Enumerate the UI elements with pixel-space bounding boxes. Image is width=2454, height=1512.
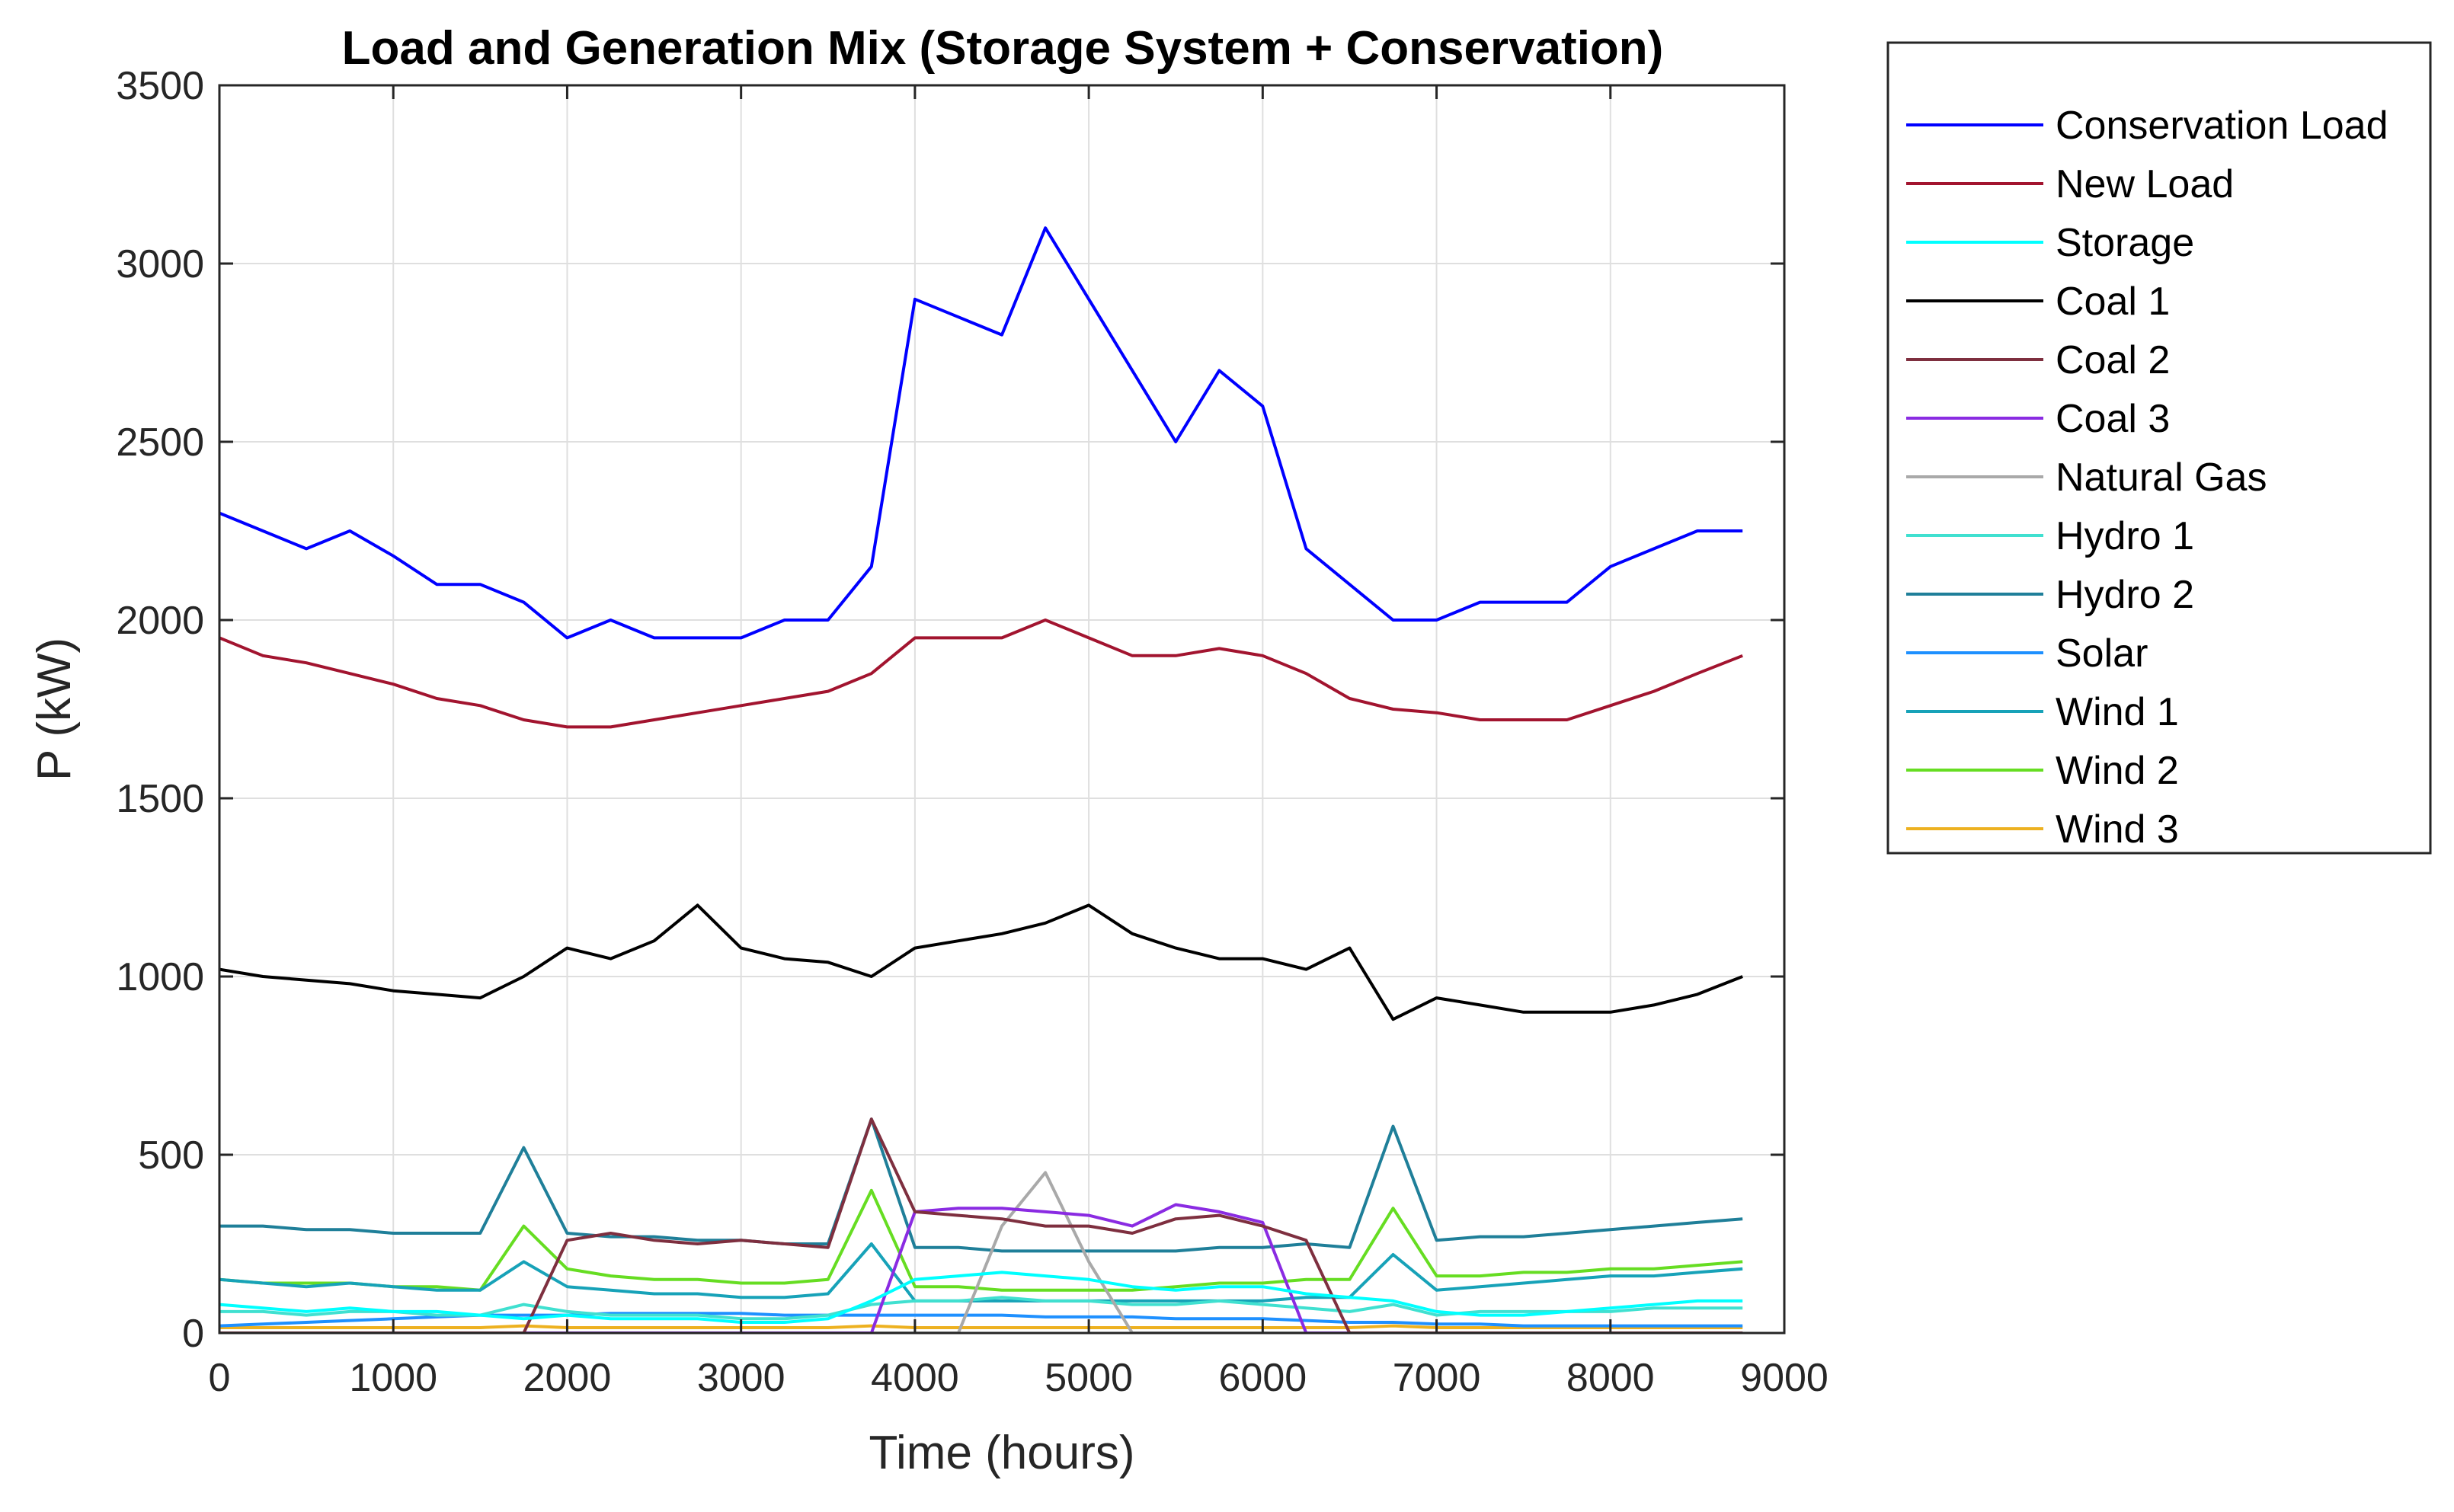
- legend-label-coal-1: Coal 1: [2056, 280, 2170, 324]
- x-tick-label: 0: [209, 1356, 231, 1400]
- series-line-hydro-2: [219, 1117, 1743, 1253]
- legend-label-coal-2: Coal 2: [2056, 338, 2170, 382]
- x-tick-label: 2000: [523, 1356, 612, 1400]
- series-line-natural-gas: [219, 1171, 1743, 1333]
- y-tick-label: 500: [138, 1133, 204, 1178]
- legend-label-wind-2: Wind 2: [2056, 749, 2179, 793]
- legend-label-storage: Storage: [2056, 221, 2194, 265]
- x-tick-label: 6000: [1218, 1356, 1307, 1400]
- plot-frame: [218, 84, 1786, 1335]
- series-line-coal-3: [219, 1203, 1743, 1333]
- legend: Conservation Load New Load Storage Coal 1 Co…: [1886, 41, 2432, 855]
- series-line-coal-1: [219, 903, 1743, 1021]
- x-tick-label: 8000: [1566, 1356, 1655, 1400]
- series-line-coal-2: [219, 1117, 1743, 1333]
- y-tick-label: 2500: [116, 420, 204, 465]
- chart-title: Load and Generation Mix (Storage System …: [342, 22, 1664, 75]
- x-axis-label: Time (hours): [869, 1427, 1134, 1479]
- series-line-wind-3: [219, 1324, 1743, 1329]
- legend-label-new-load: New Load: [2056, 162, 2234, 206]
- y-tick-label: 1500: [116, 777, 204, 821]
- legend-label-wind-3: Wind 3: [2056, 807, 2179, 852]
- x-tick-label: 3000: [697, 1356, 785, 1400]
- series-line-storage: [219, 1271, 1743, 1324]
- y-tick-label: 1000: [116, 955, 204, 999]
- x-tick-label: 4000: [871, 1356, 959, 1400]
- x-tick-label: 7000: [1393, 1356, 1481, 1400]
- legend-label-conservation-load: Conservation Load: [2056, 104, 2388, 148]
- legend-label-solar: Solar: [2056, 631, 2148, 676]
- y-tick-label: 0: [182, 1312, 204, 1356]
- series-layer: [219, 226, 1743, 1333]
- y-tick-label: 2000: [116, 599, 204, 643]
- legend-label-hydro-2: Hydro 2: [2056, 573, 2194, 617]
- x-tick-label: 9000: [1740, 1356, 1829, 1400]
- series-line-new-load: [219, 619, 1743, 729]
- x-tick-label: 5000: [1045, 1356, 1133, 1400]
- legend-label-coal-3: Coal 3: [2056, 397, 2170, 441]
- legend-label-wind-1: Wind 1: [2056, 690, 2179, 734]
- y-axis-label: P (kW): [28, 638, 81, 781]
- y-tick-label: 3000: [116, 242, 204, 286]
- legend-box: [1886, 41, 2432, 855]
- legend-label-hydro-1: Hydro 1: [2056, 514, 2194, 558]
- series-line-conservation-load: [219, 226, 1743, 640]
- axis-ticks: 0 1000 2000 3000 4000 5000 6000 7000 8000 9000 0 50…: [116, 64, 1829, 1400]
- legend-label-natural-gas: Natural Gas: [2056, 456, 2267, 500]
- grid: [219, 85, 1784, 1333]
- y-tick-label: 3500: [116, 64, 204, 108]
- x-tick-label: 1000: [349, 1356, 437, 1400]
- series-line-wind-1: [219, 1242, 1743, 1303]
